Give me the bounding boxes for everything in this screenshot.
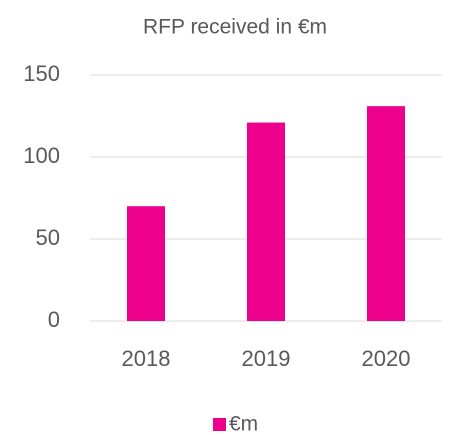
x-tick-label: 2020 (362, 346, 411, 371)
bar (367, 106, 405, 321)
y-tick-label: 100 (23, 143, 60, 168)
y-tick-label: 50 (36, 225, 60, 250)
bar (127, 206, 165, 321)
x-tick-label: 2019 (242, 346, 291, 371)
y-tick-label: 0 (48, 307, 60, 332)
bar (247, 122, 285, 321)
y-tick-label: 150 (23, 61, 60, 86)
legend-label: €m (229, 413, 258, 435)
x-tick-label: 2018 (122, 346, 171, 371)
legend-swatch (213, 418, 226, 431)
chart-title: RFP received in €m (143, 16, 327, 39)
